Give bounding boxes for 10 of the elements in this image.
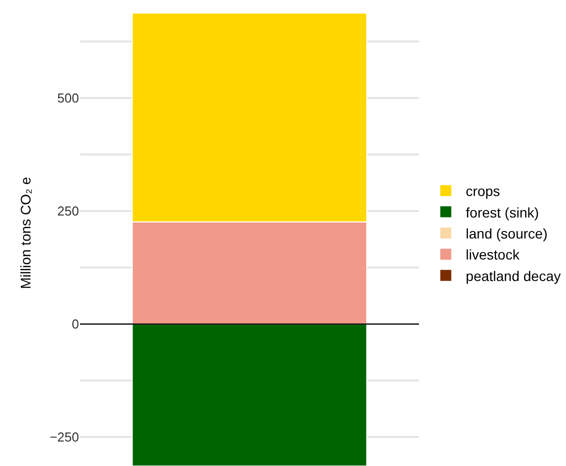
legend-label: livestock xyxy=(466,246,520,263)
legend-label: crops xyxy=(466,183,500,200)
y-tick-label: 500 xyxy=(57,90,79,106)
y-axis-title: Million tons CO₂ e xyxy=(17,176,34,290)
legend-label: peatland decay xyxy=(466,268,561,284)
y-tick-label: 250 xyxy=(57,204,79,219)
y-tick-label: 0 xyxy=(72,316,79,332)
legend-label: land (source) xyxy=(466,225,548,242)
legend-label: forest (sink) xyxy=(466,204,539,220)
y-tick-label: −250 xyxy=(50,430,79,445)
